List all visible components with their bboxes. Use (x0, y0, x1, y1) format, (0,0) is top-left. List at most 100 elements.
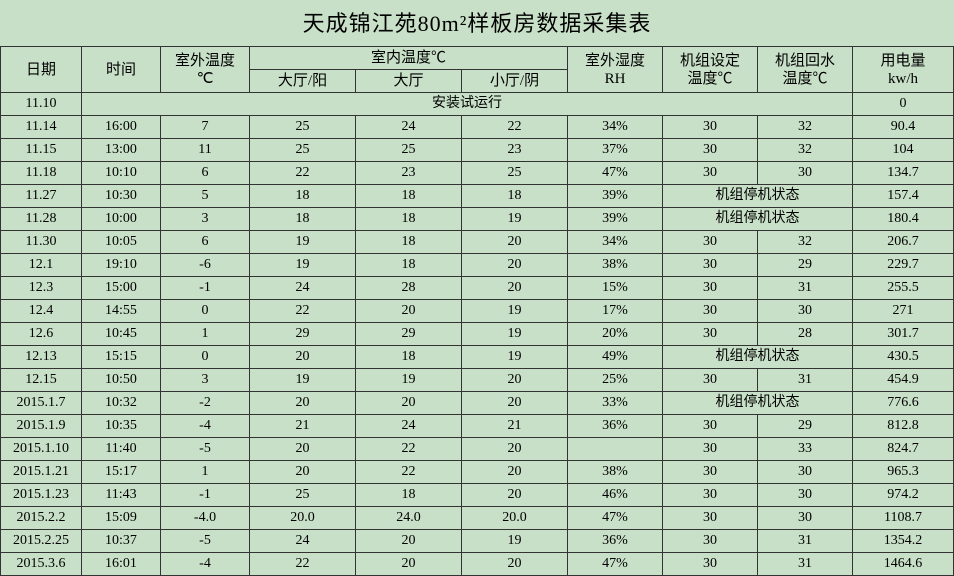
cell-power: 180.4 (853, 208, 954, 231)
cell-unit-set-temp: 30 (663, 530, 758, 553)
cell-outdoor-temp: 11 (161, 139, 250, 162)
table-row: 2015.2.215:09-4.020.024.020.047%30301108… (1, 507, 954, 530)
cell-outdoor-rh: 47% (568, 507, 663, 530)
cell-indoor-hall-sun: 22 (250, 553, 356, 576)
cell-indoor-hall: 29 (356, 323, 462, 346)
cell-power: 104 (853, 139, 954, 162)
table-row: 12.414:55022201917%3030271 (1, 300, 954, 323)
cell-unit-set-temp: 30 (663, 277, 758, 300)
cell-indoor-small-shade: 19 (462, 323, 568, 346)
table-row: 11.10安装试运行0 (1, 93, 954, 116)
cell-indoor-hall-sun: 22 (250, 162, 356, 185)
cell-unit-return-temp: 30 (758, 484, 853, 507)
cell-outdoor-temp: 0 (161, 346, 250, 369)
cell-indoor-small-shade: 21 (462, 415, 568, 438)
cell-indoor-hall: 23 (356, 162, 462, 185)
col-power: 用电量 kw/h (853, 47, 954, 93)
cell-time: 10:32 (82, 392, 161, 415)
cell-indoor-hall: 18 (356, 484, 462, 507)
cell-power: 255.5 (853, 277, 954, 300)
col-outdoor-temp-l2: ℃ (197, 71, 214, 87)
cell-indoor-hall-sun: 20 (250, 461, 356, 484)
cell-power: 157.4 (853, 185, 954, 208)
cell-unit-return-temp: 30 (758, 507, 853, 530)
cell-power: 1464.6 (853, 553, 954, 576)
cell-power: 454.9 (853, 369, 954, 392)
cell-trial-run: 安装试运行 (82, 93, 853, 116)
cell-date: 2015.1.23 (1, 484, 82, 507)
cell-outdoor-temp: 7 (161, 116, 250, 139)
cell-time: 14:55 (82, 300, 161, 323)
cell-unit-set-temp: 30 (663, 162, 758, 185)
cell-date: 12.4 (1, 300, 82, 323)
table-row: 12.1510:50319192025%3031454.9 (1, 369, 954, 392)
cell-unit-return-temp: 32 (758, 116, 853, 139)
cell-time: 16:00 (82, 116, 161, 139)
cell-power: 430.5 (853, 346, 954, 369)
cell-unit-return-temp: 29 (758, 415, 853, 438)
col-rh-l1: 室外湿度 (585, 53, 645, 69)
table-row: 11.1416:00725242234%303290.4 (1, 116, 954, 139)
cell-date: 11.28 (1, 208, 82, 231)
cell-outdoor-rh: 38% (568, 254, 663, 277)
cell-outdoor-temp: 1 (161, 461, 250, 484)
cell-indoor-hall-sun: 25 (250, 139, 356, 162)
col-pwr-l2: kw/h (888, 71, 918, 87)
cell-time: 10:35 (82, 415, 161, 438)
table-row: 12.610:45129291920%3028301.7 (1, 323, 954, 346)
cell-time: 10:30 (82, 185, 161, 208)
cell-outdoor-rh: 20% (568, 323, 663, 346)
cell-indoor-small-shade: 25 (462, 162, 568, 185)
cell-date: 12.13 (1, 346, 82, 369)
cell-indoor-small-shade: 19 (462, 208, 568, 231)
cell-outdoor-temp: -6 (161, 254, 250, 277)
cell-indoor-small-shade: 18 (462, 185, 568, 208)
cell-unit-set-temp: 30 (663, 369, 758, 392)
cell-outdoor-temp: -1 (161, 277, 250, 300)
cell-unit-return-temp: 30 (758, 461, 853, 484)
cell-time: 11:43 (82, 484, 161, 507)
cell-indoor-small-shade: 19 (462, 530, 568, 553)
table-row: 2015.1.2115:17120222038%3030965.3 (1, 461, 954, 484)
cell-power: 206.7 (853, 231, 954, 254)
cell-outdoor-rh: 38% (568, 461, 663, 484)
table-row: 11.3010:05619182034%3032206.7 (1, 231, 954, 254)
table-row: 11.1513:001125252337%3032104 (1, 139, 954, 162)
cell-unit-set-temp: 30 (663, 553, 758, 576)
cell-indoor-hall: 20 (356, 300, 462, 323)
cell-outdoor-rh: 49% (568, 346, 663, 369)
cell-date: 2015.3.6 (1, 553, 82, 576)
table-row: 2015.1.910:35-421242136%3029812.8 (1, 415, 954, 438)
cell-indoor-hall: 22 (356, 461, 462, 484)
cell-indoor-small-shade: 20 (462, 254, 568, 277)
cell-unit-return-temp: 30 (758, 162, 853, 185)
cell-indoor-small-shade: 20 (462, 461, 568, 484)
cell-unit-return-temp: 31 (758, 553, 853, 576)
cell-time: 10:00 (82, 208, 161, 231)
data-sheet: 天成锦江苑80m²样板房数据采集表 日期 时间 室外温度 ℃ 室内温度℃ 室外湿… (0, 0, 954, 576)
cell-outdoor-temp: 1 (161, 323, 250, 346)
cell-outdoor-rh: 36% (568, 415, 663, 438)
cell-indoor-hall-sun: 20 (250, 392, 356, 415)
col-unit-return-temp: 机组回水 温度℃ (758, 47, 853, 93)
table-row: 11.1810:10622232547%3030134.7 (1, 162, 954, 185)
cell-outdoor-temp: -5 (161, 530, 250, 553)
cell-unit-set-temp: 30 (663, 461, 758, 484)
cell-indoor-small-shade: 20 (462, 231, 568, 254)
cell-outdoor-rh: 17% (568, 300, 663, 323)
cell-unit-set-temp: 30 (663, 231, 758, 254)
cell-power: 1108.7 (853, 507, 954, 530)
cell-unit-set-temp: 30 (663, 438, 758, 461)
cell-date: 2015.1.10 (1, 438, 82, 461)
table-row: 12.119:10-619182038%3029229.7 (1, 254, 954, 277)
cell-date: 12.1 (1, 254, 82, 277)
col-rh-l2: RH (605, 71, 626, 87)
cell-indoor-hall: 25 (356, 139, 462, 162)
cell-unit-set-temp: 30 (663, 484, 758, 507)
col-indoor-hall: 大厅 (356, 70, 462, 93)
cell-indoor-hall: 28 (356, 277, 462, 300)
cell-indoor-small-shade: 20 (462, 277, 568, 300)
cell-indoor-hall: 18 (356, 254, 462, 277)
cell-power: 776.6 (853, 392, 954, 415)
cell-date: 11.15 (1, 139, 82, 162)
